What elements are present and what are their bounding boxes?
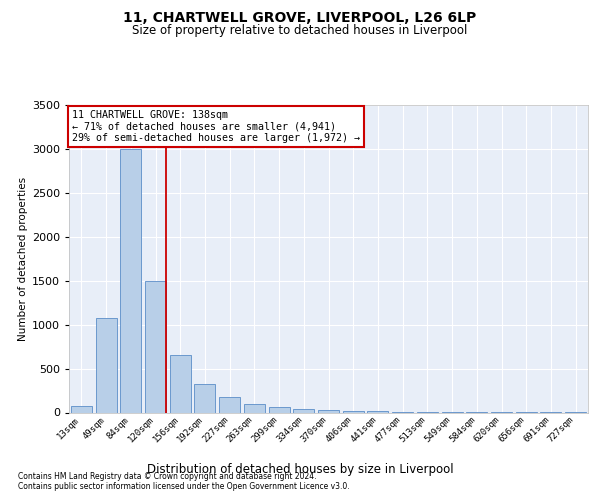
Bar [269, 407, 290, 412]
Bar [95, 318, 116, 412]
Bar [170, 356, 191, 412]
Bar [244, 404, 265, 412]
Bar [120, 149, 141, 412]
Bar [71, 406, 92, 412]
Y-axis label: Number of detached properties: Number of detached properties [17, 176, 28, 341]
Bar [343, 410, 364, 412]
Text: Contains HM Land Registry data © Crown copyright and database right 2024.: Contains HM Land Registry data © Crown c… [18, 472, 317, 481]
Text: 11 CHARTWELL GROVE: 138sqm
← 71% of detached houses are smaller (4,941)
29% of s: 11 CHARTWELL GROVE: 138sqm ← 71% of deta… [71, 110, 359, 143]
Bar [318, 410, 339, 412]
Bar [293, 409, 314, 412]
Text: Size of property relative to detached houses in Liverpool: Size of property relative to detached ho… [133, 24, 467, 37]
Text: Distribution of detached houses by size in Liverpool: Distribution of detached houses by size … [146, 462, 454, 475]
Text: Contains public sector information licensed under the Open Government Licence v3: Contains public sector information licen… [18, 482, 350, 491]
Text: 11, CHARTWELL GROVE, LIVERPOOL, L26 6LP: 11, CHARTWELL GROVE, LIVERPOOL, L26 6LP [124, 11, 476, 25]
Bar [367, 411, 388, 412]
Bar [219, 397, 240, 412]
Bar [145, 280, 166, 412]
Bar [194, 384, 215, 412]
